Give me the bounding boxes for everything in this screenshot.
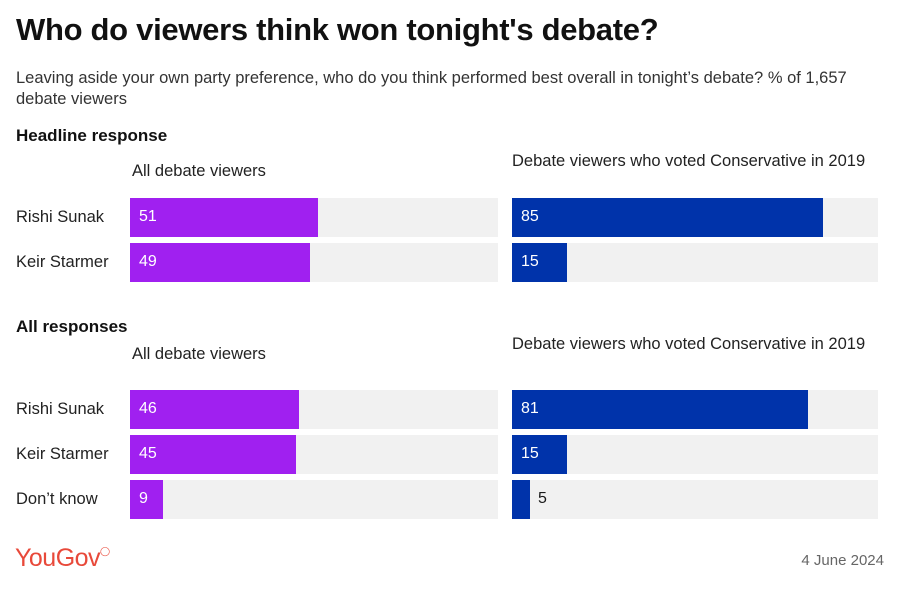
publish-date: 4 June 2024 [801, 552, 884, 569]
data-label: 5 [538, 490, 547, 507]
section-heading-headline-response: Headline response [16, 126, 168, 145]
data-label: 9 [139, 490, 148, 507]
bar-don-t-know-conservative-2019 [512, 480, 530, 519]
series-heading-all-debate-viewers: All debate viewers [132, 345, 266, 363]
bar-keir-starmer-all-viewers [130, 435, 296, 474]
category-label-rishi-sunak: Rishi Sunak [16, 400, 105, 418]
section-heading-all-responses: All responses [16, 317, 128, 336]
data-label: 45 [139, 445, 157, 462]
bar-keir-starmer-conservative-2019 [512, 435, 567, 474]
bar-track [512, 243, 878, 282]
data-label: 51 [139, 208, 157, 225]
data-label: 85 [521, 208, 539, 225]
data-label: 15 [521, 253, 539, 270]
bar-track [512, 480, 878, 519]
bar-rishi-sunak-conservative-2019 [512, 198, 823, 237]
series-heading-all-debate-viewers: All debate viewers [132, 162, 266, 180]
bar-keir-starmer-conservative-2019 [512, 243, 567, 282]
category-label-don-t-know: Don’t know [16, 490, 98, 508]
series-heading-debate-viewers-who-voted-conservative-in-2019: Debate viewers who voted Conservative in… [512, 335, 866, 353]
data-label: 15 [521, 445, 539, 462]
chart-subtitle: Leaving aside your own party preference,… [16, 69, 847, 108]
bar-don-t-know-all-viewers [130, 480, 163, 519]
bar-track [512, 435, 878, 474]
series-heading-debate-viewers-who-voted-conservative-in-2019: Debate viewers who voted Conservative in… [512, 152, 866, 170]
chart-title: Who do viewers think won tonight's debat… [16, 12, 659, 47]
data-label: 81 [521, 400, 539, 417]
bar-keir-starmer-all-viewers [130, 243, 310, 282]
category-label-rishi-sunak: Rishi Sunak [16, 208, 105, 226]
brand-name: YouGov [15, 544, 101, 572]
bar-rishi-sunak-all-viewers [130, 390, 299, 429]
yougov-logo: YouGov◯ [15, 544, 110, 572]
bar-rishi-sunak-all-viewers [130, 198, 318, 237]
data-label: 46 [139, 400, 157, 417]
bar-rishi-sunak-conservative-2019 [512, 390, 808, 429]
category-label-keir-starmer: Keir Starmer [16, 253, 109, 271]
bar-track [130, 480, 498, 519]
data-label: 49 [139, 253, 157, 270]
category-label-keir-starmer: Keir Starmer [16, 445, 109, 463]
